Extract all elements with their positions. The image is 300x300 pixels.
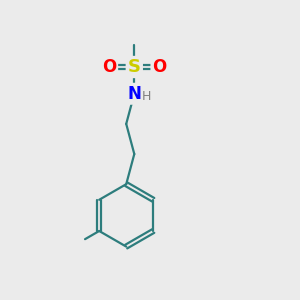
Text: S: S bbox=[128, 58, 141, 76]
Text: H: H bbox=[142, 90, 152, 103]
Text: N: N bbox=[128, 85, 141, 103]
Text: O: O bbox=[152, 58, 167, 76]
Text: O: O bbox=[102, 58, 116, 76]
